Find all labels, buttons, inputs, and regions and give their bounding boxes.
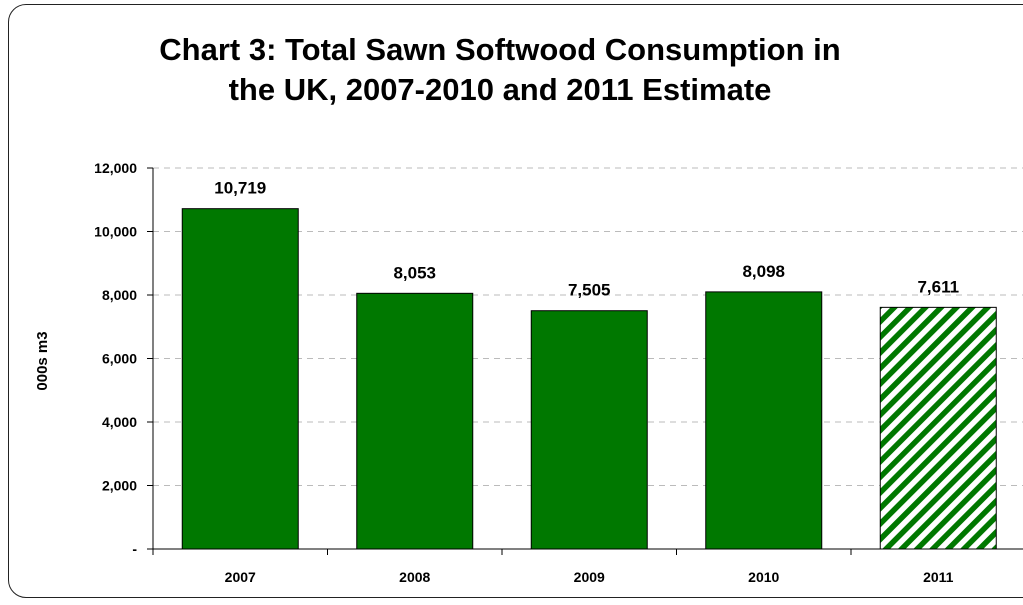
y-axis-label: 000s m3 (34, 331, 51, 390)
x-tick-label: 2008 (399, 569, 430, 585)
chart-title-line-1: Chart 3: Total Sawn Softwood Consumption… (159, 32, 841, 67)
data-label: 10,719 (214, 179, 266, 198)
chart-frame (8, 4, 1023, 598)
chart-title-line-2: the UK, 2007-2010 and 2011 Estimate (228, 72, 772, 107)
chart-title: Chart 3: Total Sawn Softwood Consumption… (40, 30, 960, 110)
y-tick-label: 8,000 (102, 287, 137, 303)
bars (181, 208, 997, 550)
y-tick-label: 4,000 (102, 414, 137, 430)
data-label: 8,053 (393, 263, 436, 282)
bar (356, 292, 474, 550)
data-label: 7,505 (568, 281, 611, 300)
x-tick-label: 2009 (574, 569, 605, 585)
y-tick-label: 10,000 (94, 224, 137, 240)
bar (181, 208, 299, 550)
x-tick-label: 2011 (923, 569, 954, 585)
bar-estimate (879, 306, 997, 550)
data-label: 8,098 (742, 262, 785, 281)
data-label: 7,611 (917, 277, 959, 296)
bar (530, 310, 648, 550)
y-tick-label: 2,000 (102, 478, 137, 494)
y-tick-label: 6,000 (102, 351, 137, 367)
y-tick-label: 12,000 (94, 160, 137, 176)
axes: - 2,000 4,000 6,000 8,000 10,000 12,000 2007 200… (94, 160, 1023, 585)
y-tick-label: - (132, 541, 137, 557)
x-tick-label: 2010 (748, 569, 779, 585)
data-labels: 10,719 8,053 7,505 8,098 7,611 (214, 179, 959, 300)
bar (705, 291, 823, 550)
x-tick-label: 2007 (225, 569, 256, 585)
